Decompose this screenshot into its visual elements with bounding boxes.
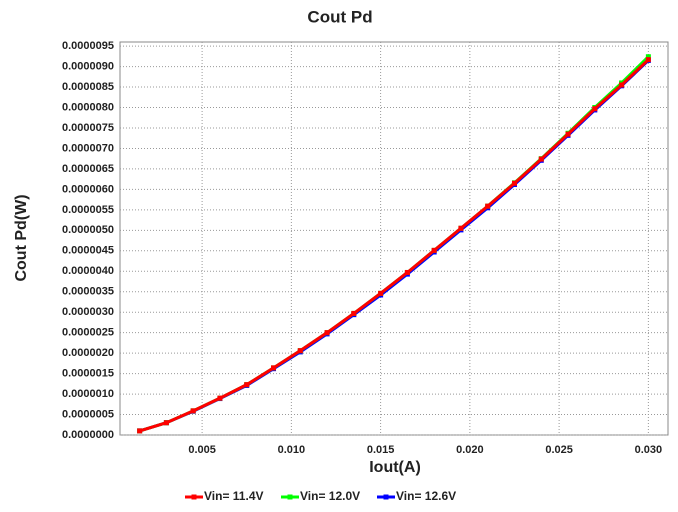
point-marker xyxy=(217,395,223,401)
x-tick-label: 0.005 xyxy=(188,444,216,456)
point-marker xyxy=(458,225,464,231)
point-marker xyxy=(351,310,357,316)
chart-title: Cout Pd xyxy=(307,7,372,26)
legend-label: Vin= 11.4V xyxy=(204,489,264,503)
legend-marker xyxy=(287,494,293,500)
x-tick-label: 0.025 xyxy=(545,444,573,456)
point-marker xyxy=(431,247,437,253)
y-tick-label: 0.0000055 xyxy=(62,204,114,216)
y-tick-label: 0.0000085 xyxy=(62,81,114,93)
plot-frame xyxy=(119,41,669,436)
point-marker xyxy=(137,428,143,434)
x-axis-label: Iout(A) xyxy=(369,459,421,476)
point-marker xyxy=(271,365,277,371)
x-tick-label: 0.030 xyxy=(635,444,663,456)
point-marker xyxy=(619,82,625,88)
point-marker xyxy=(190,408,196,414)
y-tick-label: 0.0000095 xyxy=(62,40,114,52)
y-tick-label: 0.0000005 xyxy=(62,408,114,420)
y-tick-label: 0.0000040 xyxy=(62,265,114,277)
x-tick-label: 0.020 xyxy=(456,444,484,456)
legend-label: Vin= 12.0V xyxy=(300,489,360,503)
y-tick-label: 0.0000080 xyxy=(62,101,114,113)
point-marker xyxy=(163,420,169,426)
y-axis-label: Cout Pd(W) xyxy=(13,194,30,281)
y-tick-label: 0.0000065 xyxy=(62,163,114,175)
y-tick-label: 0.0000045 xyxy=(62,245,114,257)
point-marker xyxy=(297,348,303,354)
point-marker xyxy=(565,131,571,137)
point-marker xyxy=(592,106,598,112)
y-tick-label: 0.0000030 xyxy=(62,306,114,318)
y-tick-label: 0.0000050 xyxy=(62,224,114,236)
point-marker xyxy=(538,156,544,162)
y-tick-label: 0.0000020 xyxy=(62,347,114,359)
point-marker xyxy=(645,57,651,63)
x-tick-label: 0.015 xyxy=(367,444,395,456)
y-tick-label: 0.0000075 xyxy=(62,122,114,134)
x-tick-label: 0.010 xyxy=(278,444,306,456)
series-line xyxy=(139,58,650,433)
point-marker xyxy=(378,290,384,296)
y-tick-label: 0.0000010 xyxy=(62,388,114,400)
point-marker xyxy=(645,54,651,60)
legend-label: Vin= 12.6V xyxy=(396,489,456,503)
legend-marker xyxy=(191,494,197,500)
y-tick-label: 0.0000060 xyxy=(62,183,114,195)
point-marker xyxy=(324,330,330,336)
y-tick-label: 0.0000090 xyxy=(62,60,114,72)
point-marker xyxy=(485,203,491,209)
point-marker xyxy=(244,382,250,388)
y-tick-label: 0.0000035 xyxy=(62,286,114,298)
point-marker xyxy=(511,180,517,186)
legend-marker xyxy=(383,494,389,500)
point-marker xyxy=(404,269,410,275)
y-tick-label: 0.0000025 xyxy=(62,327,114,339)
y-tick-label: 0.0000000 xyxy=(62,429,114,441)
series-line xyxy=(139,59,650,433)
y-tick-label: 0.0000015 xyxy=(62,368,114,380)
series-line xyxy=(139,55,650,433)
y-tick-label: 0.0000070 xyxy=(62,142,114,154)
